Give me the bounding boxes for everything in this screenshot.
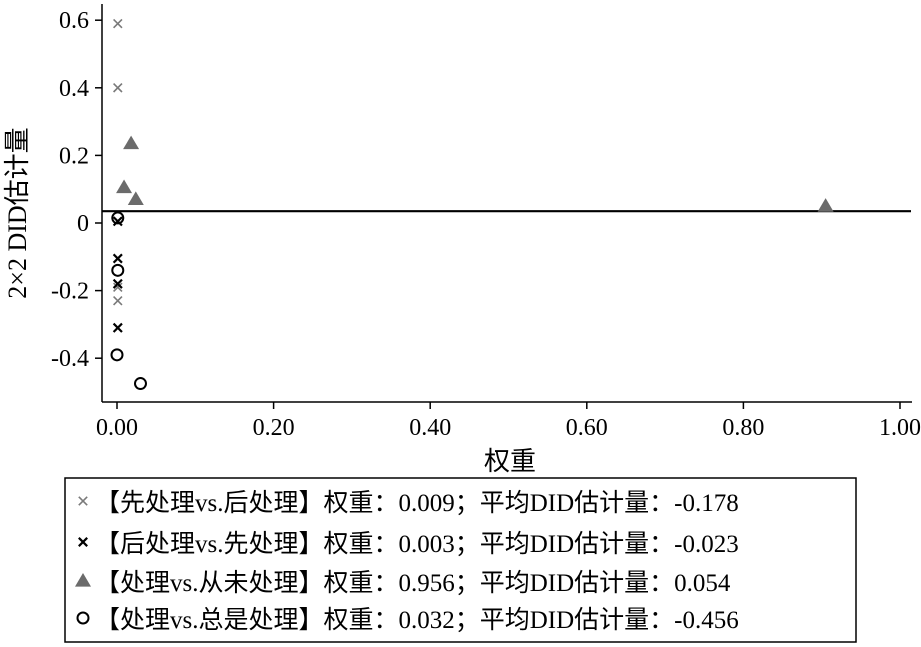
legend-entry-4: 【处理vs.总是处理】权重：0.032；平均DID估计量：-0.456 (95, 606, 739, 634)
data-point-series-1 (113, 18, 123, 29)
x-tick-label: 0.40 (409, 415, 451, 441)
legend-marker-3 (75, 573, 91, 587)
legend-entry-2: 【后处理vs.先处理】权重：0.003；平均DID估计量：-0.023 (95, 530, 739, 558)
y-tick-label: 0 (77, 211, 89, 237)
data-point-series-3 (116, 179, 133, 194)
y-tick-label: -0.2 (51, 279, 89, 305)
legend-marker-2 (78, 537, 88, 547)
data-point-series-4 (133, 377, 147, 391)
data-point-series-2 (112, 253, 123, 264)
x-tick-label: 0.80 (722, 415, 764, 441)
legend: 【先处理vs.后处理】权重：0.009；平均DID估计量：-0.178 【后处理v… (64, 477, 857, 643)
x-tick-label: 1.00 (879, 415, 921, 441)
x-tick-label: 0.60 (566, 415, 608, 441)
legend-marker-1 (78, 496, 88, 506)
y-tick-label: -0.4 (51, 346, 89, 372)
data-point-series-1 (113, 83, 123, 93)
legend-marker-4 (76, 611, 90, 625)
data-point-series-3 (127, 191, 144, 205)
y-axis-title: 2×2 DID估计量 (3, 127, 32, 298)
data-point-series-4 (111, 263, 125, 277)
data-point-series-4 (111, 211, 125, 225)
legend-box (64, 477, 857, 643)
data-point-series-3 (817, 198, 834, 212)
data-point-series-2 (112, 216, 123, 227)
y-tick-label: 0.2 (59, 143, 89, 169)
x-axis-title: 权重 (484, 447, 536, 476)
legend-entry-1: 【先处理vs.后处理】权重：0.009；平均DID估计量：-0.178 (95, 489, 739, 517)
y-tick-label: 0.4 (59, 76, 89, 102)
data-point-series-3 (123, 135, 140, 150)
data-point-series-2 (112, 322, 123, 333)
x-tick-label: 0.20 (253, 415, 295, 441)
axis-ticks: 0.00 0.20 0.40 0.60 0.80 1.000.60.40.20-0.2-0… (51, 8, 921, 441)
data-point-series-1 (113, 282, 123, 292)
data-point-series-2 (112, 278, 123, 289)
data-point-series-4 (110, 348, 124, 362)
plot-axes (101, 4, 912, 403)
legend-entry-3: 【处理vs.从未处理】权重：0.956；平均DID估计量：0.054 (95, 569, 731, 597)
y-tick-label: 0.6 (59, 8, 89, 34)
data-point-series-1 (113, 295, 123, 306)
x-tick-label: 0.00 (96, 415, 138, 441)
data-points (110, 18, 834, 391)
